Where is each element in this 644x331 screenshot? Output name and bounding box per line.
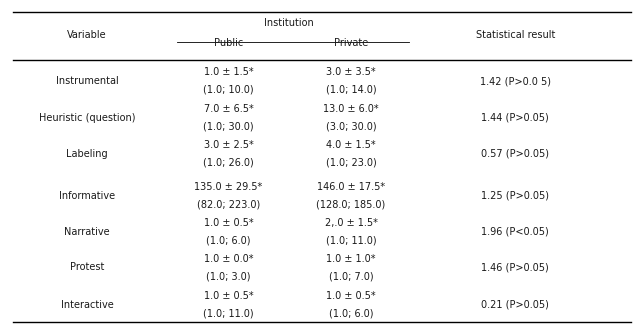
Text: Protest: Protest <box>70 262 104 272</box>
Text: 1.0 ± 1.0*: 1.0 ± 1.0* <box>327 254 375 264</box>
Text: 1.0 ± 0.5*: 1.0 ± 0.5* <box>326 291 376 301</box>
Text: Instrumental: Instrumental <box>55 76 118 86</box>
Text: Interactive: Interactive <box>61 300 113 309</box>
Text: 0.57 (P>0.05): 0.57 (P>0.05) <box>481 149 549 159</box>
Text: 1.46 (P>0.05): 1.46 (P>0.05) <box>481 262 549 272</box>
Text: 1.0 ± 0.0*: 1.0 ± 0.0* <box>204 254 253 264</box>
Text: 7.0 ± 6.5*: 7.0 ± 6.5* <box>204 104 254 114</box>
Text: (82.0; 223.0): (82.0; 223.0) <box>197 200 260 210</box>
Text: (1.0; 14.0): (1.0; 14.0) <box>326 85 376 95</box>
Text: Informative: Informative <box>59 191 115 201</box>
Text: 135.0 ± 29.5*: 135.0 ± 29.5* <box>194 182 263 192</box>
Text: (1.0; 26.0): (1.0; 26.0) <box>204 158 254 167</box>
Text: Institution: Institution <box>263 18 314 28</box>
Text: 3.0 ± 3.5*: 3.0 ± 3.5* <box>326 68 376 77</box>
Text: Narrative: Narrative <box>64 227 109 237</box>
Text: 2,.0 ± 1.5*: 2,.0 ± 1.5* <box>325 218 377 228</box>
Text: 3.0 ± 2.5*: 3.0 ± 2.5* <box>204 140 254 150</box>
Text: (1.0; 10.0): (1.0; 10.0) <box>204 85 254 95</box>
Text: Statistical result: Statistical result <box>475 30 555 40</box>
Text: 1.0 ± 1.5*: 1.0 ± 1.5* <box>204 68 254 77</box>
Text: (1.0; 7.0): (1.0; 7.0) <box>328 271 374 281</box>
Text: (1.0; 6.0): (1.0; 6.0) <box>328 308 374 318</box>
Text: 0.21 (P>0.05): 0.21 (P>0.05) <box>481 300 549 309</box>
Text: Public: Public <box>214 38 243 48</box>
Text: 4.0 ± 1.5*: 4.0 ± 1.5* <box>326 140 376 150</box>
Text: (1.0; 23.0): (1.0; 23.0) <box>326 158 376 167</box>
Text: 1.44 (P>0.05): 1.44 (P>0.05) <box>481 113 549 122</box>
Text: (1.0; 11.0): (1.0; 11.0) <box>326 235 376 245</box>
Text: (1.0; 3.0): (1.0; 3.0) <box>206 271 251 281</box>
Text: (128.0; 185.0): (128.0; 185.0) <box>316 200 386 210</box>
Text: (1.0; 11.0): (1.0; 11.0) <box>204 308 254 318</box>
Text: Labeling: Labeling <box>66 149 108 159</box>
Text: Private: Private <box>334 38 368 48</box>
Text: Heuristic (question): Heuristic (question) <box>39 113 135 122</box>
Text: 13.0 ± 6.0*: 13.0 ± 6.0* <box>323 104 379 114</box>
Text: 1.25 (P>0.05): 1.25 (P>0.05) <box>481 191 549 201</box>
Text: Variable: Variable <box>67 30 107 40</box>
Text: 1.96 (P<0.05): 1.96 (P<0.05) <box>481 227 549 237</box>
Text: (1.0; 6.0): (1.0; 6.0) <box>206 235 251 245</box>
Text: 1.0 ± 0.5*: 1.0 ± 0.5* <box>204 218 254 228</box>
Text: (1.0; 30.0): (1.0; 30.0) <box>204 121 254 131</box>
Text: 146.0 ± 17.5*: 146.0 ± 17.5* <box>317 182 385 192</box>
Text: 1.0 ± 0.5*: 1.0 ± 0.5* <box>204 291 254 301</box>
Text: (3.0; 30.0): (3.0; 30.0) <box>326 121 376 131</box>
Text: 1.42 (P>0.0 5): 1.42 (P>0.0 5) <box>480 76 551 86</box>
